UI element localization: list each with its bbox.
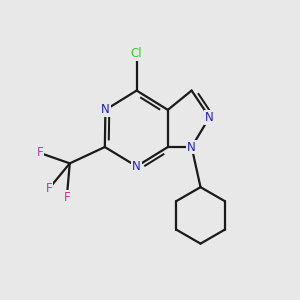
Text: F: F xyxy=(46,182,52,195)
Text: F: F xyxy=(37,146,43,160)
Text: N: N xyxy=(205,111,214,124)
Text: N: N xyxy=(187,140,196,154)
Text: N: N xyxy=(132,160,141,173)
Text: Cl: Cl xyxy=(131,47,142,60)
Text: F: F xyxy=(64,191,70,204)
Text: N: N xyxy=(101,103,110,116)
